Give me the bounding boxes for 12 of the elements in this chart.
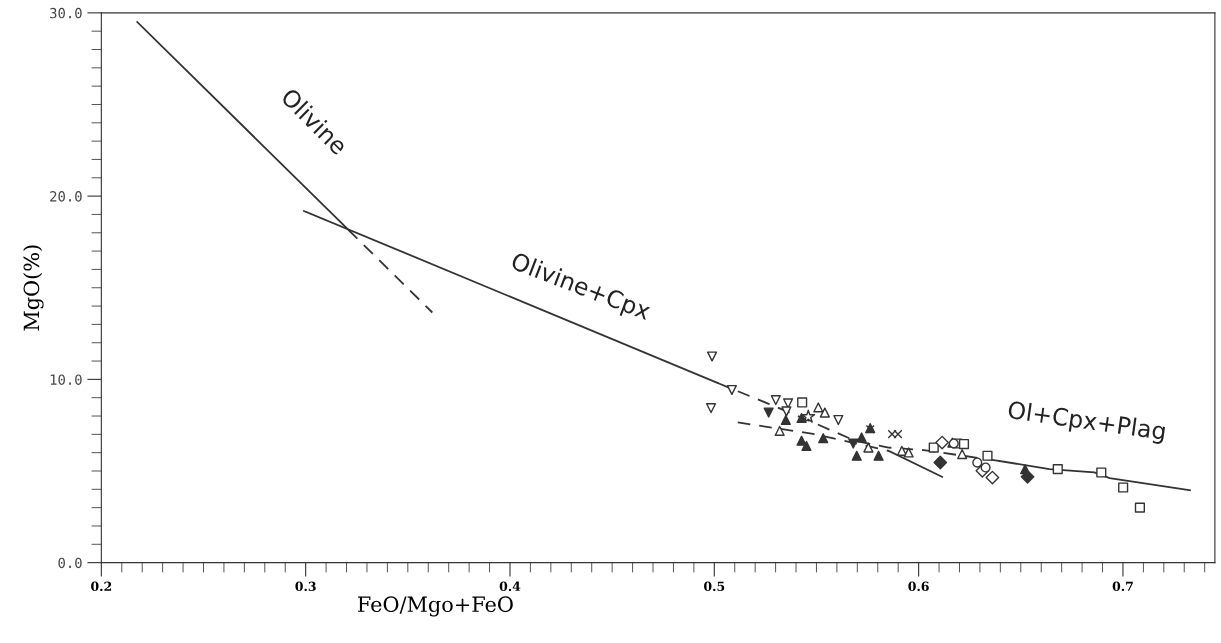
y-axis-title: MgO(%) — [23, 245, 44, 331]
x-tick-label: 0.2 — [91, 581, 112, 592]
x-tick-label: 0.5 — [704, 581, 725, 592]
y-tick-label: 30.0 — [50, 7, 82, 19]
x-tick-label: 0.3 — [295, 581, 316, 592]
x-axis-title: FeO/Mgo+FeO — [357, 596, 513, 617]
y-tick-label: 10.0 — [50, 374, 82, 385]
y-tick-label: 0.0 — [58, 557, 82, 569]
x-tick-label: 0.6 — [908, 581, 929, 592]
y-tick-label: 20.0 — [50, 191, 82, 202]
x-tick-label: 0.4 — [499, 581, 521, 592]
x-tick-label: 0.7 — [1112, 581, 1133, 592]
